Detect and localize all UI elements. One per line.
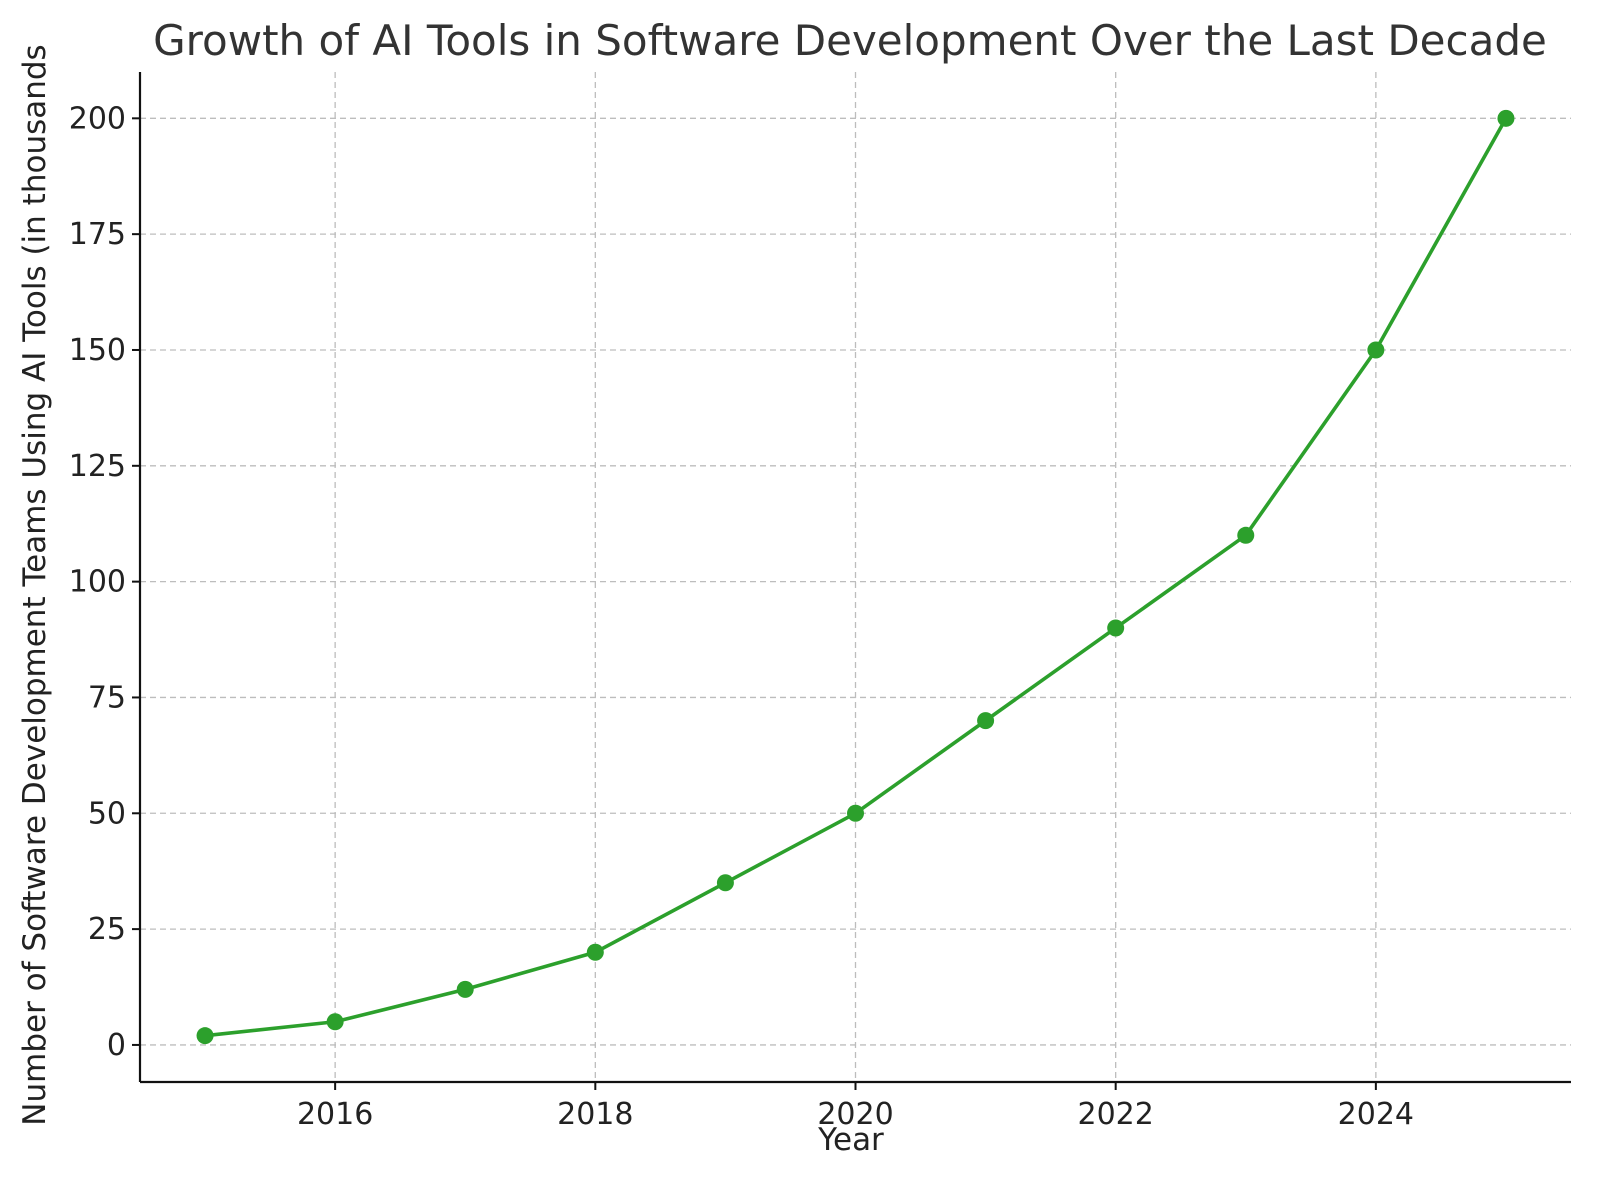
x-tick-label: 2020	[817, 1097, 893, 1132]
data-series	[196, 109, 1515, 1045]
x-tick-label: 2024	[1338, 1097, 1414, 1132]
ticks: 2016 2018 2020 2022 2024 0 25 50 75 100 125 150 175 2…	[69, 101, 1414, 1132]
data-point	[1237, 526, 1255, 544]
data-point	[586, 943, 604, 961]
y-tick-label: 50	[88, 796, 126, 831]
y-tick-label: 75	[88, 680, 126, 715]
y-tick-label: 100	[69, 565, 126, 600]
x-axis-label: Year	[817, 1122, 884, 1158]
y-axis-label: Number of Software Development Teams Usi…	[17, 44, 53, 1125]
y-tick-label: 150	[69, 333, 126, 368]
data-point	[196, 1027, 214, 1045]
x-tick-label: 2022	[1078, 1097, 1154, 1132]
data-point	[1107, 619, 1125, 637]
data-point	[847, 804, 864, 822]
y-tick-label: 0	[107, 1028, 126, 1063]
x-tick-label: 2018	[557, 1097, 633, 1132]
data-point	[456, 980, 474, 998]
y-tick-label: 175	[69, 217, 126, 252]
y-tick-label: 25	[88, 912, 126, 947]
data-point	[1367, 341, 1385, 359]
data-point	[977, 712, 995, 730]
data-point	[326, 1013, 344, 1031]
chart-title: Growth of AI Tools in Software Developme…	[153, 16, 1547, 65]
data-point	[1497, 109, 1515, 127]
grid-lines	[140, 72, 1571, 1082]
data-point	[716, 874, 734, 892]
y-tick-label: 200	[69, 101, 126, 136]
y-tick-label: 125	[69, 449, 126, 484]
x-tick-label: 2016	[297, 1097, 373, 1132]
